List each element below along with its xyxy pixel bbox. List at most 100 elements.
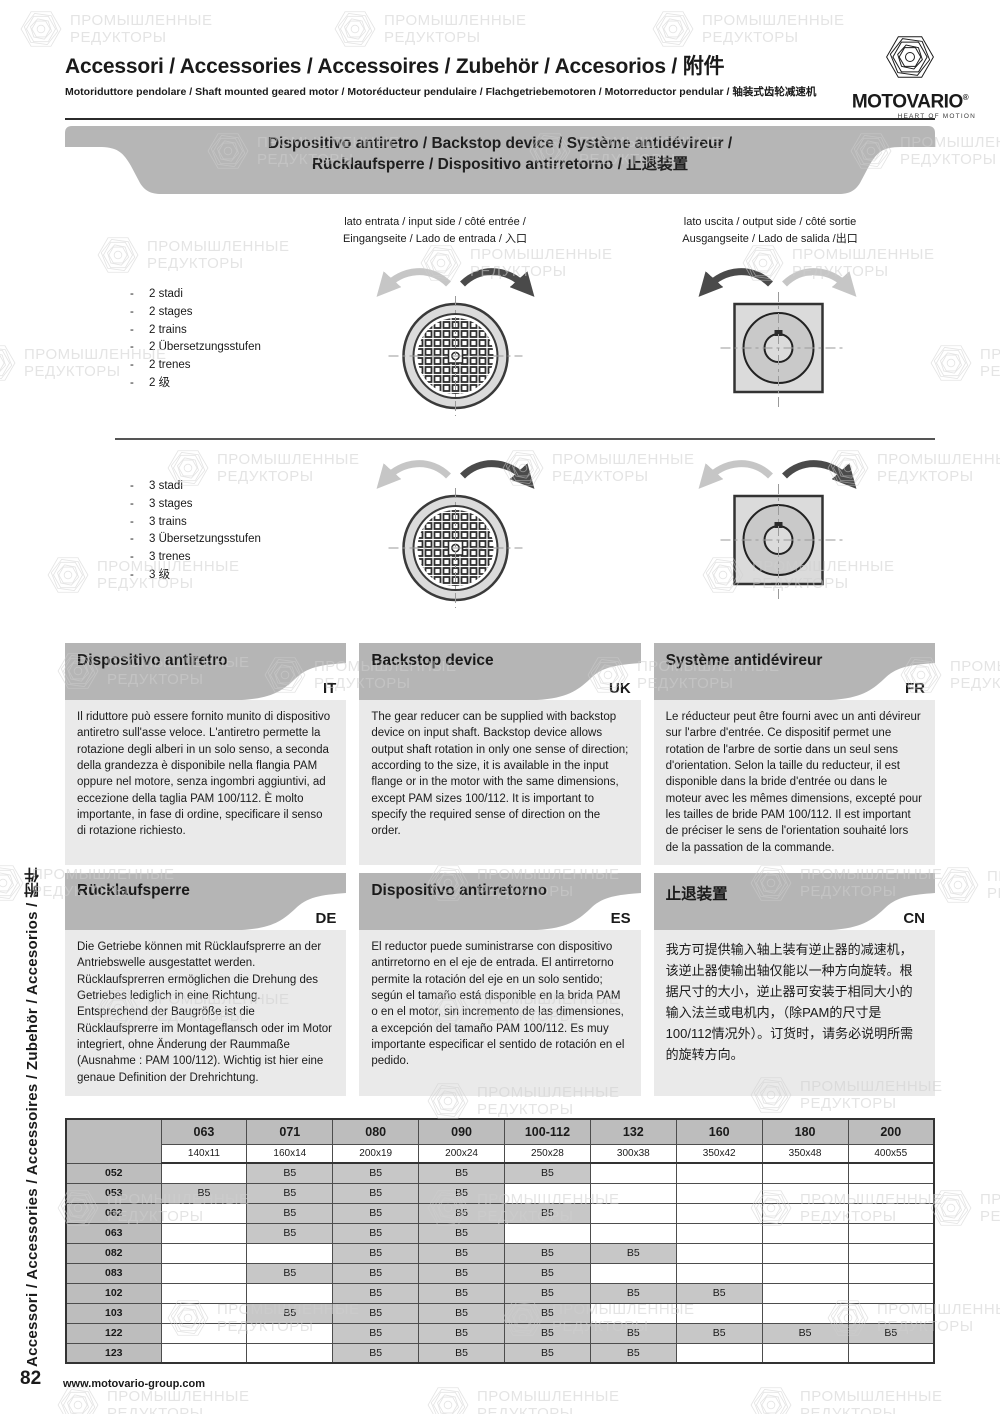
table-cell: B5 <box>418 1342 505 1364</box>
table-row-label: 122 <box>65 1322 162 1344</box>
watermark-hexagon-icon <box>18 6 64 52</box>
table-row: 082 B5 B5 B5 B5 <box>65 1242 935 1264</box>
table-cell: B5 <box>504 1282 591 1304</box>
lang-block-text: 我方可提供输入轴上装有逆止器的减速机，该逆止器使输出轴仅能以一种方向旋转。根据尺… <box>653 930 935 1096</box>
stage-list-item: 3 trains <box>130 514 261 532</box>
header-swoosh <box>831 893 935 930</box>
website-link[interactable]: www.motovario-group.com <box>63 1378 205 1390</box>
page-title: Accessori / Accessories / Accessoires / … <box>65 55 725 78</box>
table-size-header: 080 <box>332 1118 420 1145</box>
table-cell <box>160 1342 248 1364</box>
stage-list-item: 2 trenes <box>130 357 261 375</box>
header-rule <box>65 118 935 120</box>
lang-code-badge: CN <box>903 910 925 927</box>
lang-block-title: Rücklaufsperre <box>77 882 190 899</box>
lang-block-text: The gear reducer can be supplied with ba… <box>359 700 641 865</box>
table-size-header: 063 <box>160 1118 248 1145</box>
lang-block-title: Dispositivo antiretro <box>77 652 228 669</box>
table-row: 052 B5 B5 B5 B5 <box>65 1162 935 1184</box>
rotation-arrow-ccw-icon <box>698 460 773 489</box>
table-cell <box>761 1242 849 1264</box>
lang-block-fr: Système antidévireur FR Le réducteur peu… <box>653 643 935 865</box>
table-row: 102 B5 B5 B5 B5 B5 <box>65 1282 935 1304</box>
table-size-header: 090 <box>418 1118 505 1145</box>
rotation-arrow-cw-icon <box>460 268 535 297</box>
lang-block-title: Backstop device <box>371 652 494 669</box>
table-cell: B5 <box>332 1322 420 1344</box>
stage-list-item: 3 stadi <box>130 478 261 496</box>
table-cell <box>246 1342 334 1364</box>
table-cell <box>761 1302 849 1324</box>
table-cell <box>160 1322 248 1344</box>
table-cell: B5 <box>504 1342 591 1364</box>
table-dimension-cell: 300x38 <box>589 1143 677 1164</box>
backstop-sizes-table-wrap: 063 071 080 090 100-112 132 160 180 200 140x11 160… <box>65 1118 935 1364</box>
banner-title: Dispositivo antiretro / Backstop device … <box>65 133 935 175</box>
table-cell <box>675 1302 763 1324</box>
table-cell <box>246 1242 334 1264</box>
table-cell <box>761 1282 849 1304</box>
rotation-arrow-ccw-icon <box>376 268 451 297</box>
rotation-arrow-cw-icon <box>460 460 535 489</box>
table-cell <box>504 1182 591 1204</box>
lang-block-header: Dispositivo antirretorno ES <box>359 873 641 930</box>
table-cell <box>761 1262 849 1284</box>
watermark-hexagon-icon <box>0 340 18 386</box>
lang-block-header: Rücklaufsperre DE <box>65 873 347 930</box>
table-dimension-cell: 350x42 <box>675 1143 763 1164</box>
table-row: 062 B5 B5 B5 B5 <box>65 1202 935 1224</box>
table-cell <box>160 1162 248 1184</box>
table-row: 063 B5 B5 B5 <box>65 1222 935 1244</box>
table-cell <box>589 1222 677 1244</box>
watermark-hexagon-icon <box>425 1382 471 1414</box>
table-row-label: 052 <box>65 1162 162 1184</box>
table-cell <box>847 1182 935 1204</box>
table-cell <box>761 1342 849 1364</box>
lang-block-title: Système antidévireur <box>665 652 823 669</box>
table-dimension-cell: 140x11 <box>160 1143 248 1164</box>
table-cell: B5 <box>504 1322 591 1344</box>
table-row-label: 102 <box>65 1282 162 1304</box>
stage-list-item: 3 Übersetzungsstufen <box>130 531 261 549</box>
table-cell <box>160 1282 248 1304</box>
stage-list-item: 2 stadi <box>130 286 261 304</box>
table-cell: B5 <box>504 1262 591 1284</box>
section-banner <box>65 126 935 194</box>
table-cell: B5 <box>418 1282 505 1304</box>
watermark-hexagon-icon <box>935 862 981 908</box>
table-cell <box>675 1202 763 1224</box>
lang-block-uk: Backstop device UK The gear reducer can … <box>359 643 641 865</box>
section-divider <box>115 438 935 440</box>
table-cell <box>504 1222 591 1244</box>
table-cell: B5 <box>589 1282 677 1304</box>
table-cell <box>675 1242 763 1264</box>
table-row: 053 B5 B5 B5 B5 <box>65 1182 935 1204</box>
table-cell: B5 <box>418 1242 505 1264</box>
rotation-arrow-ccw-icon <box>698 268 773 297</box>
lang-block-cn: 止退装置 CN 我方可提供输入轴上装有逆止器的减速机，该逆止器使输出轴仅能以一种… <box>653 873 935 1096</box>
table-cell: B5 <box>504 1302 591 1324</box>
stage-list-item: 2 trains <box>130 322 261 340</box>
table-size-header: 160 <box>675 1118 763 1145</box>
table-cell: B5 <box>246 1222 334 1244</box>
table-size-header: 071 <box>246 1118 334 1145</box>
table-cell <box>675 1222 763 1244</box>
table-cell: B5 <box>504 1242 591 1264</box>
logo-swirl-icon <box>883 30 937 84</box>
table-cell: B5 <box>332 1282 420 1304</box>
table-cell <box>589 1162 677 1184</box>
lang-block-de: Rücklaufsperre DE Die Getriebe können mi… <box>65 873 347 1096</box>
watermark-hexagon-icon <box>45 552 91 598</box>
table-dimension-cell: 250x28 <box>504 1143 591 1164</box>
table-cell: B5 <box>504 1202 591 1224</box>
rotation-arrow-cw-icon <box>782 268 857 297</box>
lang-block-it: Dispositivo antiretro IT Il riduttore pu… <box>65 643 347 865</box>
table-cell: B5 <box>418 1202 505 1224</box>
table-dimension-cell: 200x24 <box>418 1143 505 1164</box>
table-size-header: 180 <box>761 1118 849 1145</box>
